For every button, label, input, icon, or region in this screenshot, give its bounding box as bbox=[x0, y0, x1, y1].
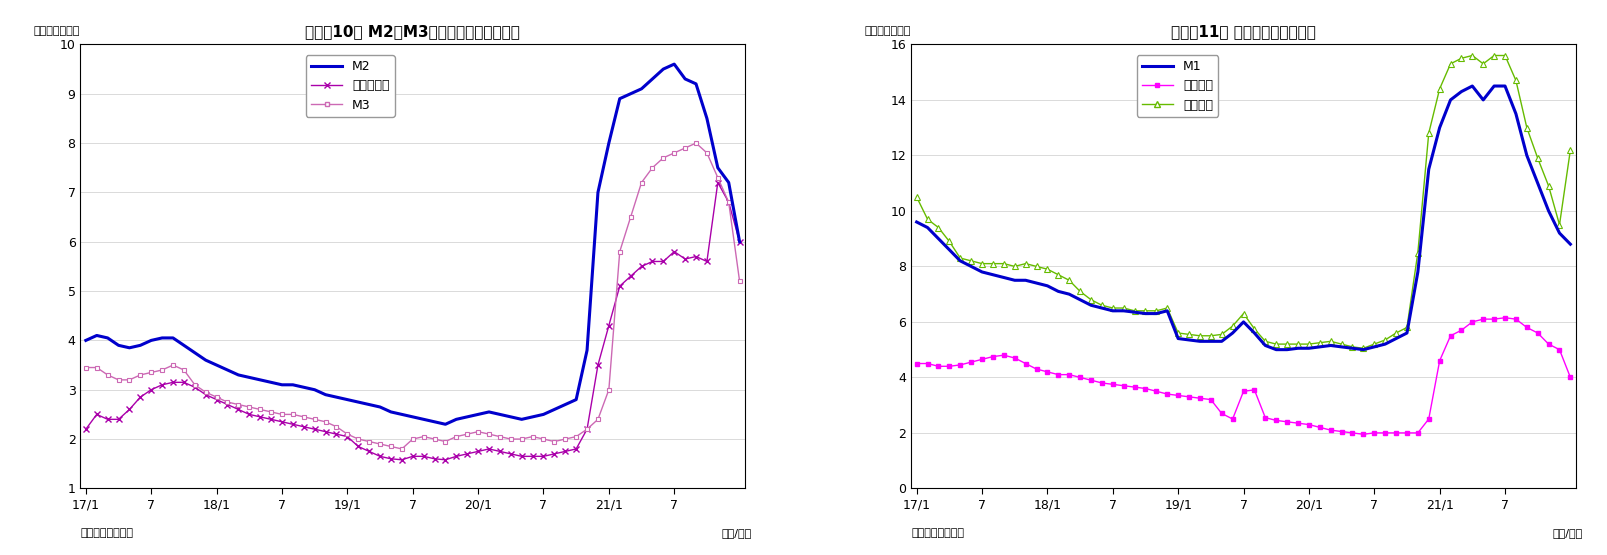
Text: （前年比、％）: （前年比、％） bbox=[34, 26, 80, 36]
Legend: M1, 現金通貨, 預金通貨: M1, 現金通貨, 預金通貨 bbox=[1136, 55, 1216, 117]
Text: （資料）日本銀行: （資料）日本銀行 bbox=[80, 528, 133, 538]
Text: （前年比、％）: （前年比、％） bbox=[865, 26, 911, 36]
Legend: M2, 広義流動性, M3: M2, 広義流動性, M3 bbox=[305, 55, 394, 117]
Title: （図表11） 現金・預金の伸び率: （図表11） 現金・預金の伸び率 bbox=[1170, 24, 1315, 39]
Title: （図表10） M2、M3、広義流動性の伸び率: （図表10） M2、M3、広義流動性の伸び率 bbox=[305, 24, 519, 39]
Text: （年/月）: （年/月） bbox=[722, 528, 750, 538]
Text: （資料）日本銀行: （資料）日本銀行 bbox=[911, 528, 964, 538]
Text: （年/月）: （年/月） bbox=[1551, 528, 1581, 538]
